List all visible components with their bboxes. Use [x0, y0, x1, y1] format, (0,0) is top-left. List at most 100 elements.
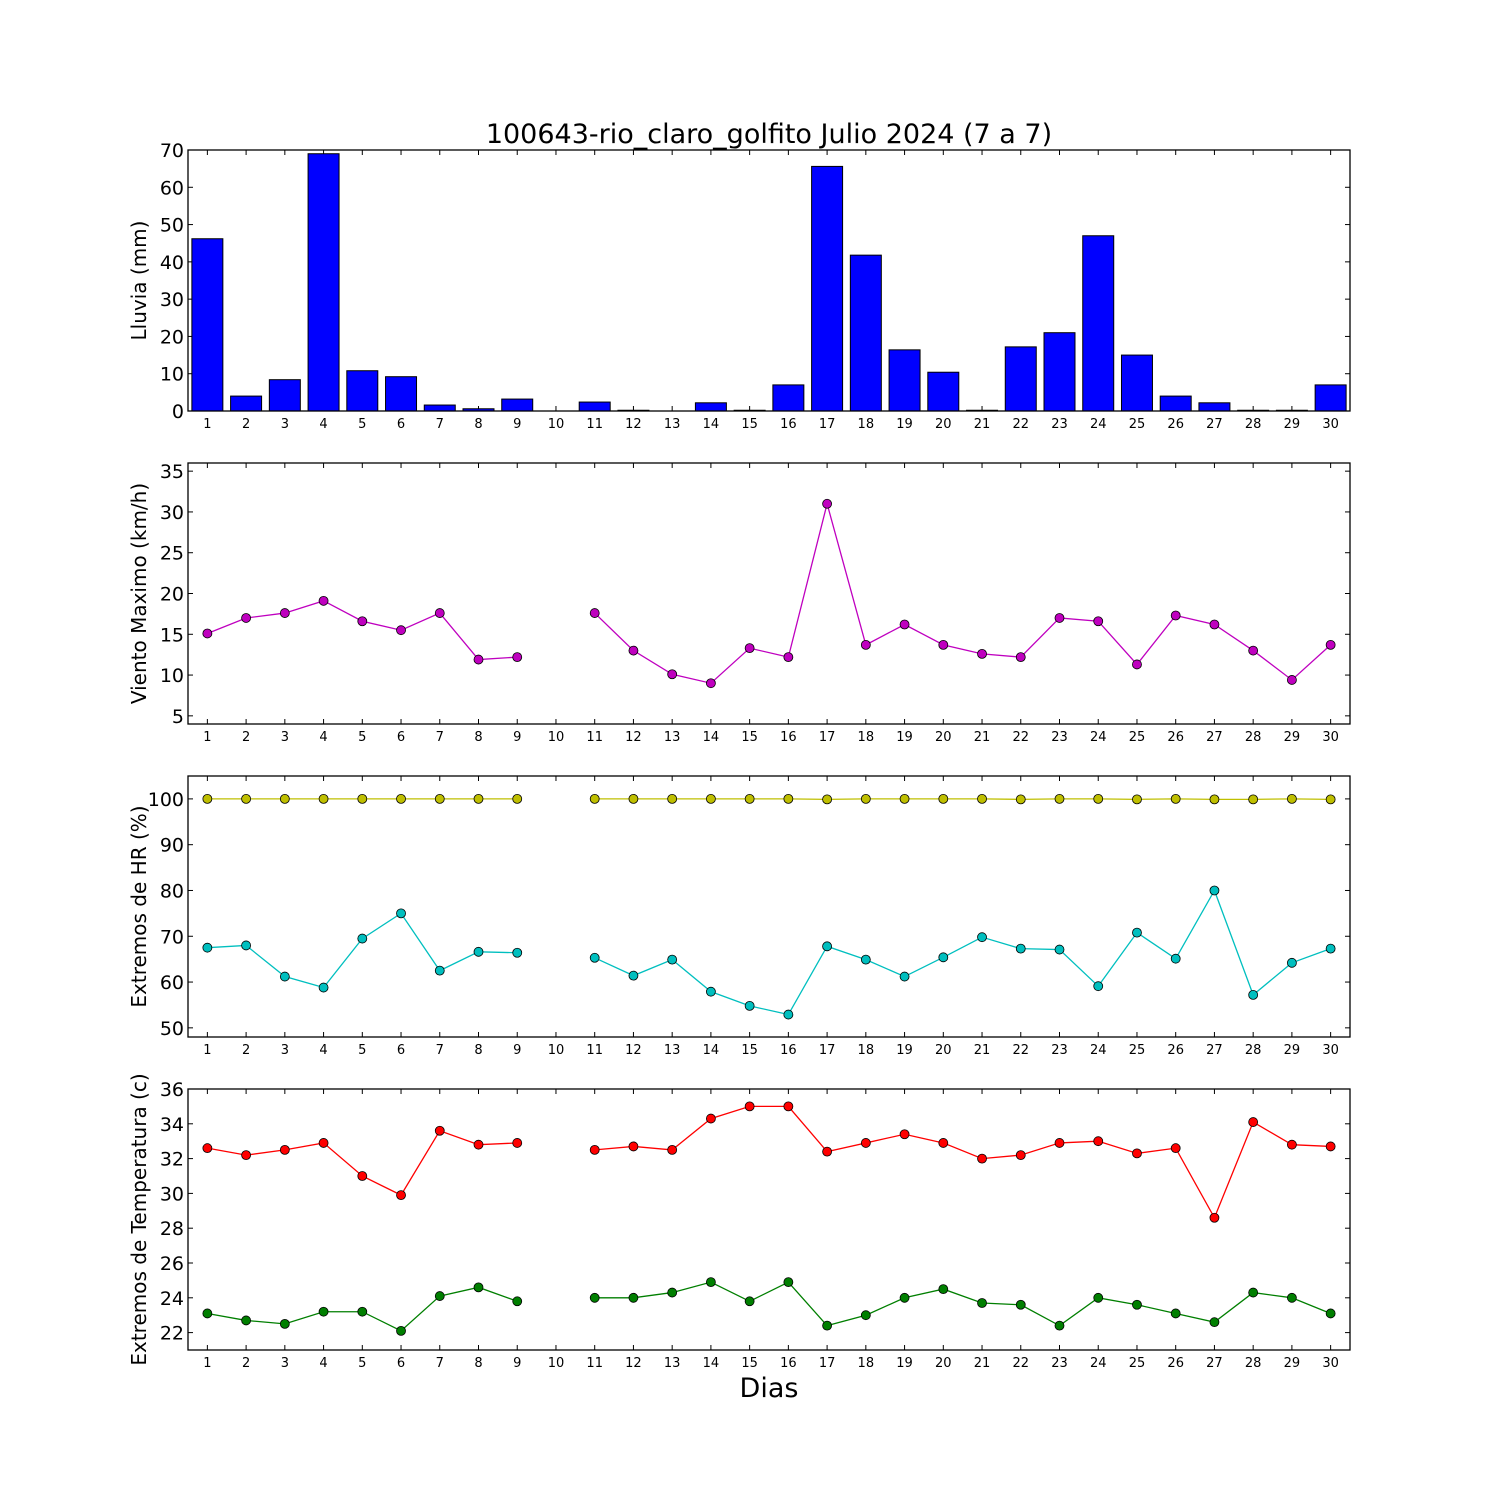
data-point-series2-day-3 [279, 1319, 290, 1329]
x-tick-label: 24 [1090, 417, 1107, 432]
data-point-series1-day-19 [899, 619, 910, 630]
data-point-series1-day-1 [202, 1143, 213, 1154]
y-tick-label: 30 [160, 502, 184, 524]
data-point-series2-day-19 [899, 1292, 910, 1303]
data-point-series1-day-4 [318, 595, 329, 606]
x-tick-label: 13 [664, 417, 681, 432]
data-point-series1-day-21 [977, 793, 987, 804]
data-point-series2-day-19 [899, 971, 910, 982]
x-tick-label: 4 [319, 1356, 327, 1371]
x-tick-label: 15 [741, 1356, 758, 1371]
y-tick-label: 80 [160, 880, 184, 902]
data-point-series1-day-14 [706, 678, 716, 689]
x-tick-label: 29 [1284, 417, 1301, 432]
x-tick-label: 15 [741, 417, 758, 432]
bar-day-11 [578, 401, 611, 412]
y-axis-label: Extremos de Temperatura (c) [127, 1073, 151, 1365]
x-tick-label: 27 [1206, 417, 1223, 432]
x-tick-label: 29 [1284, 1356, 1301, 1371]
x-tick-label: 11 [586, 417, 603, 432]
y-tick-label: 30 [160, 1183, 184, 1205]
data-point-series2-day-16 [783, 1009, 794, 1020]
x-tick-label: 22 [1012, 417, 1029, 432]
x-tick-label: 11 [586, 730, 603, 745]
data-point-series1-day-24 [1093, 616, 1104, 627]
data-point-series1-day-23 [1054, 793, 1065, 804]
x-tick-label: 4 [319, 1043, 327, 1058]
x-tick-label: 21 [974, 730, 991, 745]
x-tick-label: 27 [1206, 1043, 1223, 1058]
y-tick-label: 26 [160, 1253, 184, 1275]
x-tick-label: 17 [819, 1043, 836, 1058]
y-tick-label: 40 [160, 252, 184, 274]
x-tick-label: 6 [397, 417, 405, 432]
bar-day-18 [849, 254, 882, 412]
x-tick-label: 1 [203, 417, 211, 432]
bar-day-3 [268, 379, 301, 412]
data-point-series2-day-26 [1170, 953, 1181, 964]
data-point-series1-day-16 [783, 652, 794, 663]
x-tick-label: 16 [780, 417, 797, 432]
data-point-series2-day-18 [860, 954, 871, 965]
x-tick-label: 17 [819, 730, 836, 745]
x-tick-label: 24 [1090, 730, 1107, 745]
data-point-series1-day-28 [1248, 645, 1259, 656]
x-tick-label: 30 [1322, 1356, 1339, 1371]
data-point-series1-day-22 [1015, 652, 1026, 663]
data-point-series1-day-2 [241, 1150, 252, 1161]
x-tick-label: 26 [1167, 730, 1184, 745]
data-point-series2-day-24 [1093, 981, 1104, 992]
x-tick-label: 11 [586, 1043, 603, 1058]
data-point-series2-day-1 [202, 942, 213, 953]
y-axis-label: Lluvia (mm) [127, 221, 151, 341]
data-point-series2-day-27 [1209, 1317, 1220, 1328]
data-point-series1-day-20 [938, 1138, 949, 1148]
y-tick-label: 10 [160, 364, 184, 386]
x-tick-label: 16 [780, 1043, 797, 1058]
data-point-series1-day-8 [473, 793, 484, 804]
plot-frame [187, 1088, 1351, 1351]
data-point-series2-day-12 [628, 1292, 639, 1303]
data-point-series2-day-29 [1287, 1292, 1297, 1303]
chart-title: 100643-rio_claro_golfito Julio 2024 (7 a… [486, 119, 1052, 150]
data-point-series1-day-16 [783, 1101, 794, 1112]
x-tick-label: 23 [1051, 730, 1068, 745]
data-point-series2-day-25 [1132, 1299, 1142, 1310]
y-tick-label: 5 [172, 706, 184, 728]
x-tick-label: 10 [548, 1356, 565, 1371]
x-tick-label: 16 [780, 730, 797, 745]
bar-day-19 [888, 349, 921, 412]
data-point-series2-day-11 [589, 952, 600, 963]
data-point-series1-day-17 [822, 1146, 832, 1157]
data-point-series1-day-11 [589, 793, 600, 804]
data-point-series2-day-15 [744, 1296, 755, 1307]
bar-day-30 [1314, 384, 1347, 412]
x-tick-label: 13 [664, 1356, 681, 1371]
data-point-series2-day-8 [473, 946, 484, 957]
data-point-series1-day-7 [434, 1125, 445, 1136]
y-axis-label: Extremos de HR (%) [127, 805, 151, 1007]
x-tick-label: 14 [703, 1043, 720, 1058]
data-point-series2-day-26 [1170, 1308, 1181, 1319]
x-tick-label: 27 [1206, 1356, 1223, 1371]
bar-day-23 [1043, 332, 1076, 412]
y-tick-label: 60 [160, 177, 184, 199]
x-tick-label: 28 [1245, 730, 1262, 745]
x-tick-label: 8 [474, 1043, 482, 1058]
x-tick-label: 20 [935, 1043, 952, 1058]
x-tick-label: 28 [1245, 1043, 1262, 1058]
y-tick-label: 60 [160, 972, 184, 994]
data-point-series2-day-2 [241, 940, 252, 951]
data-point-series2-day-12 [628, 970, 639, 981]
data-point-series1-day-15 [744, 793, 755, 804]
data-point-series1-day-15 [744, 1101, 755, 1112]
x-tick-label: 12 [625, 1356, 642, 1371]
data-point-series1-day-23 [1054, 613, 1065, 623]
x-tick-label: 18 [858, 1356, 875, 1371]
data-point-series1-day-13 [667, 793, 678, 804]
x-tick-label: 6 [397, 1043, 405, 1058]
data-point-series2-day-23 [1054, 1320, 1065, 1331]
